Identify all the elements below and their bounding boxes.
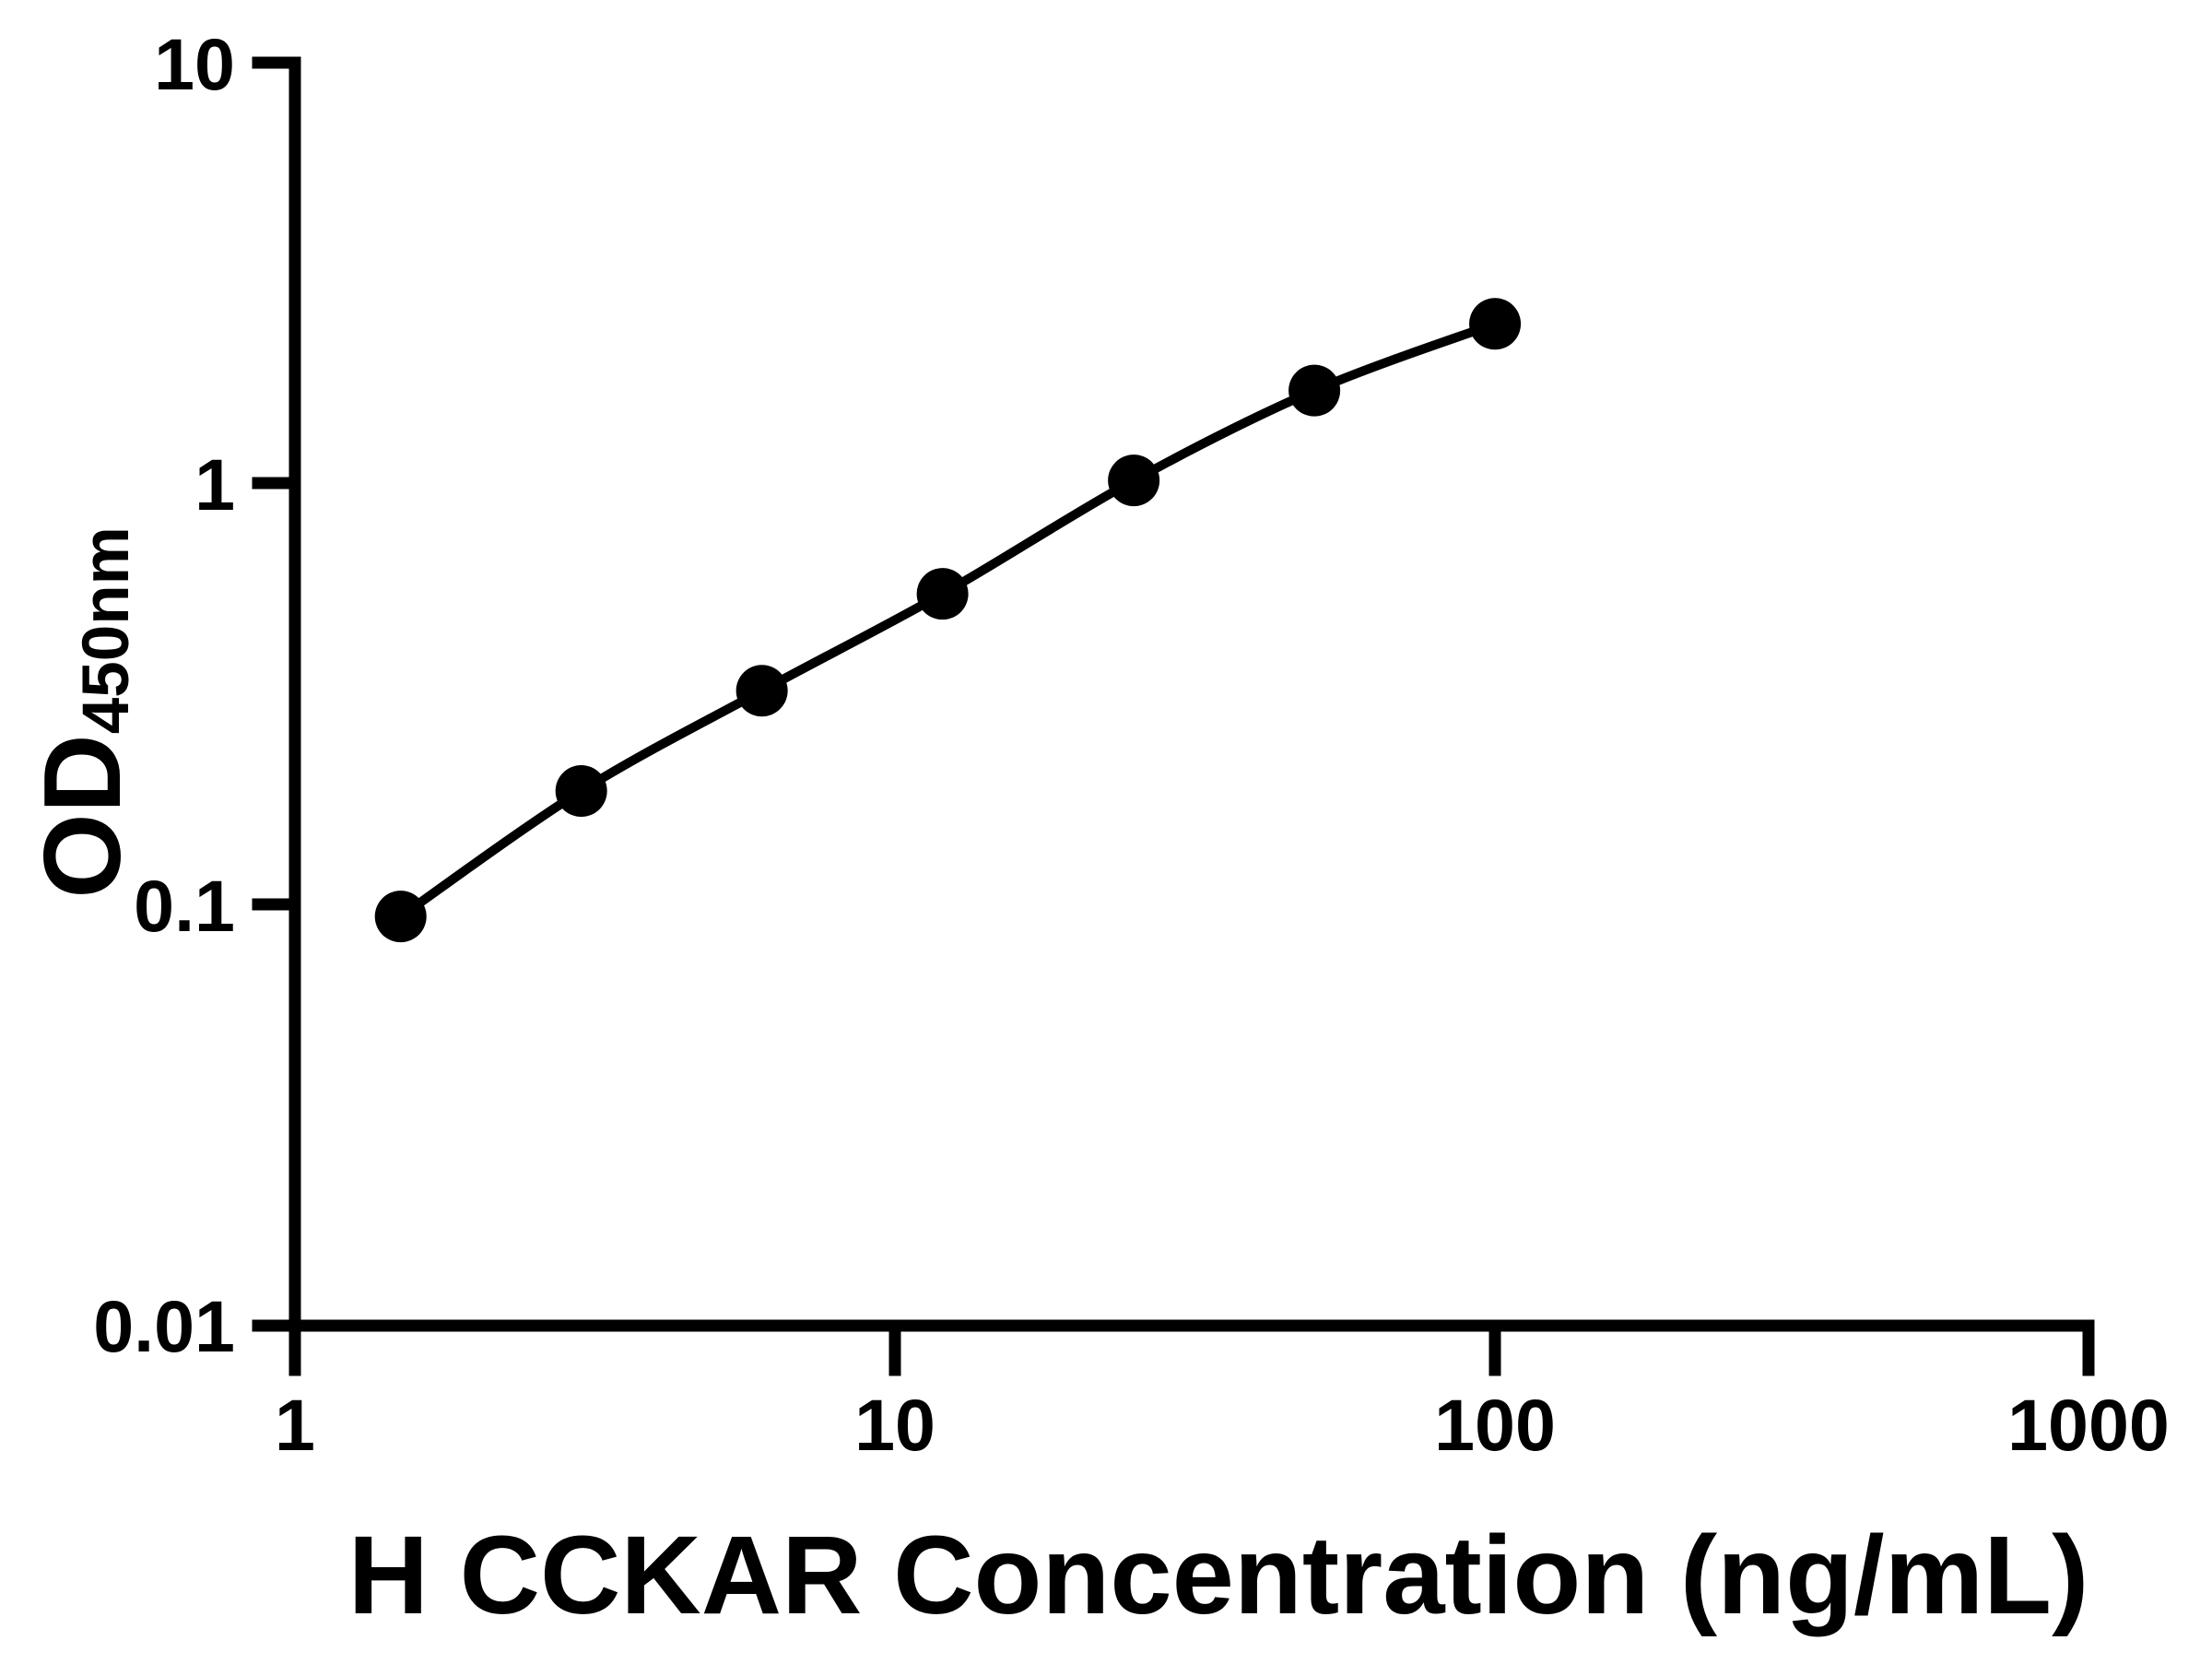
svg-text:1: 1 [194, 443, 235, 525]
svg-text:10: 10 [854, 1384, 935, 1466]
svg-text:0.1: 0.1 [134, 865, 235, 947]
svg-text:1: 1 [275, 1384, 315, 1466]
svg-text:100: 100 [1434, 1384, 1556, 1466]
svg-text:10: 10 [154, 23, 235, 105]
svg-text:H CCKAR Concentration (ng/mL): H CCKAR Concentration (ng/mL) [348, 1512, 2089, 1637]
svg-text:1000: 1000 [2007, 1384, 2170, 1466]
svg-text:0.01: 0.01 [93, 1285, 235, 1367]
